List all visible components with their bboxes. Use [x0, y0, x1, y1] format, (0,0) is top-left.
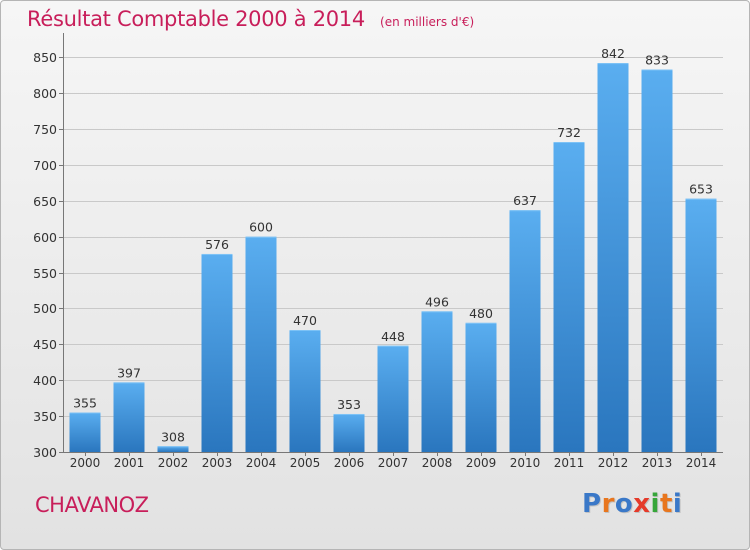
y-tick-label: 700 — [33, 158, 57, 173]
x-tick-label: 2010 — [510, 456, 541, 470]
y-tick-label: 650 — [33, 194, 57, 209]
city-name: CHAVANOZ — [35, 493, 149, 517]
x-tick-label: 2007 — [378, 456, 409, 470]
bar — [509, 210, 541, 452]
bar — [157, 446, 189, 452]
bar — [69, 412, 101, 452]
bar — [685, 198, 717, 452]
bar — [245, 236, 277, 452]
logo-letter: t — [659, 489, 673, 519]
data-label: 496 — [425, 294, 449, 309]
logo-letter: P — [582, 489, 602, 519]
logo-letter: i — [672, 489, 683, 519]
y-tick-label: 750 — [33, 122, 57, 137]
data-labels: 355 397 308 576 600 470 353 448 496 480 637 732 842 8… — [73, 46, 713, 444]
bar — [333, 413, 365, 452]
y-tick-labels: 300 350 400 450 500 550 600 650 700 750 800 850 — [33, 50, 57, 460]
x-tick-label: 2012 — [598, 456, 629, 470]
x-tick-label: 2009 — [466, 456, 497, 470]
logo-letter: x — [633, 489, 651, 519]
data-label: 842 — [601, 46, 625, 61]
data-label: 308 — [161, 429, 185, 444]
y-tick-label: 600 — [33, 230, 57, 245]
x-tick-label: 2004 — [246, 456, 277, 470]
data-label: 397 — [117, 365, 141, 380]
bar — [289, 330, 321, 452]
y-tick-label: 450 — [33, 337, 57, 352]
x-tick-label: 2006 — [334, 456, 365, 470]
data-label: 600 — [249, 220, 273, 235]
x-tick-label: 2013 — [642, 456, 673, 470]
y-tick-label: 350 — [33, 409, 57, 424]
data-label: 576 — [205, 237, 229, 252]
logo-letter: o — [614, 489, 634, 519]
x-tick-label: 2014 — [686, 456, 717, 470]
bar — [465, 322, 497, 452]
bar — [597, 63, 629, 453]
y-tick-label: 500 — [33, 301, 57, 316]
logo-letter: r — [601, 489, 615, 519]
data-label: 353 — [337, 397, 361, 412]
bar — [377, 345, 409, 452]
data-label: 470 — [293, 313, 317, 328]
y-tick-label: 850 — [33, 50, 57, 65]
data-label: 355 — [73, 396, 97, 411]
x-tick-label: 2008 — [422, 456, 453, 470]
bars — [69, 63, 717, 453]
proxiti-logo[interactable]: Proxiti — [582, 489, 682, 519]
data-label: 833 — [645, 53, 669, 68]
x-tick-label: 2001 — [114, 456, 145, 470]
y-tick-label: 400 — [33, 373, 57, 388]
chart-title: Résultat Comptable 2000 à 2014 — [27, 7, 365, 31]
data-label: 480 — [469, 306, 493, 321]
title-row: Résultat Comptable 2000 à 2014 (en milli… — [27, 7, 474, 31]
x-tick-label: 2011 — [554, 456, 585, 470]
x-tick-label: 2003 — [202, 456, 233, 470]
x-tick-label: 2002 — [158, 456, 189, 470]
bar — [201, 253, 233, 452]
logo-letter: i — [650, 489, 660, 519]
bar — [421, 311, 453, 452]
y-tick-label: 550 — [33, 266, 57, 281]
bar — [553, 142, 585, 452]
data-label: 732 — [557, 125, 581, 140]
chart-unit: (en milliers d'€) — [380, 15, 475, 29]
x-tick-labels: 2000 2001 2002 2003 2004 2005 2006 2007 2008 2009… — [70, 456, 717, 470]
bar — [641, 69, 673, 452]
x-tick-label: 2005 — [290, 456, 321, 470]
bar — [113, 382, 145, 452]
x-tick-label: 2000 — [70, 456, 101, 470]
data-label: 448 — [381, 329, 405, 344]
data-label: 653 — [689, 182, 713, 197]
y-tick-label: 300 — [33, 445, 57, 460]
axes — [59, 33, 723, 456]
data-label: 637 — [513, 193, 537, 208]
y-tick-label: 800 — [33, 86, 57, 101]
